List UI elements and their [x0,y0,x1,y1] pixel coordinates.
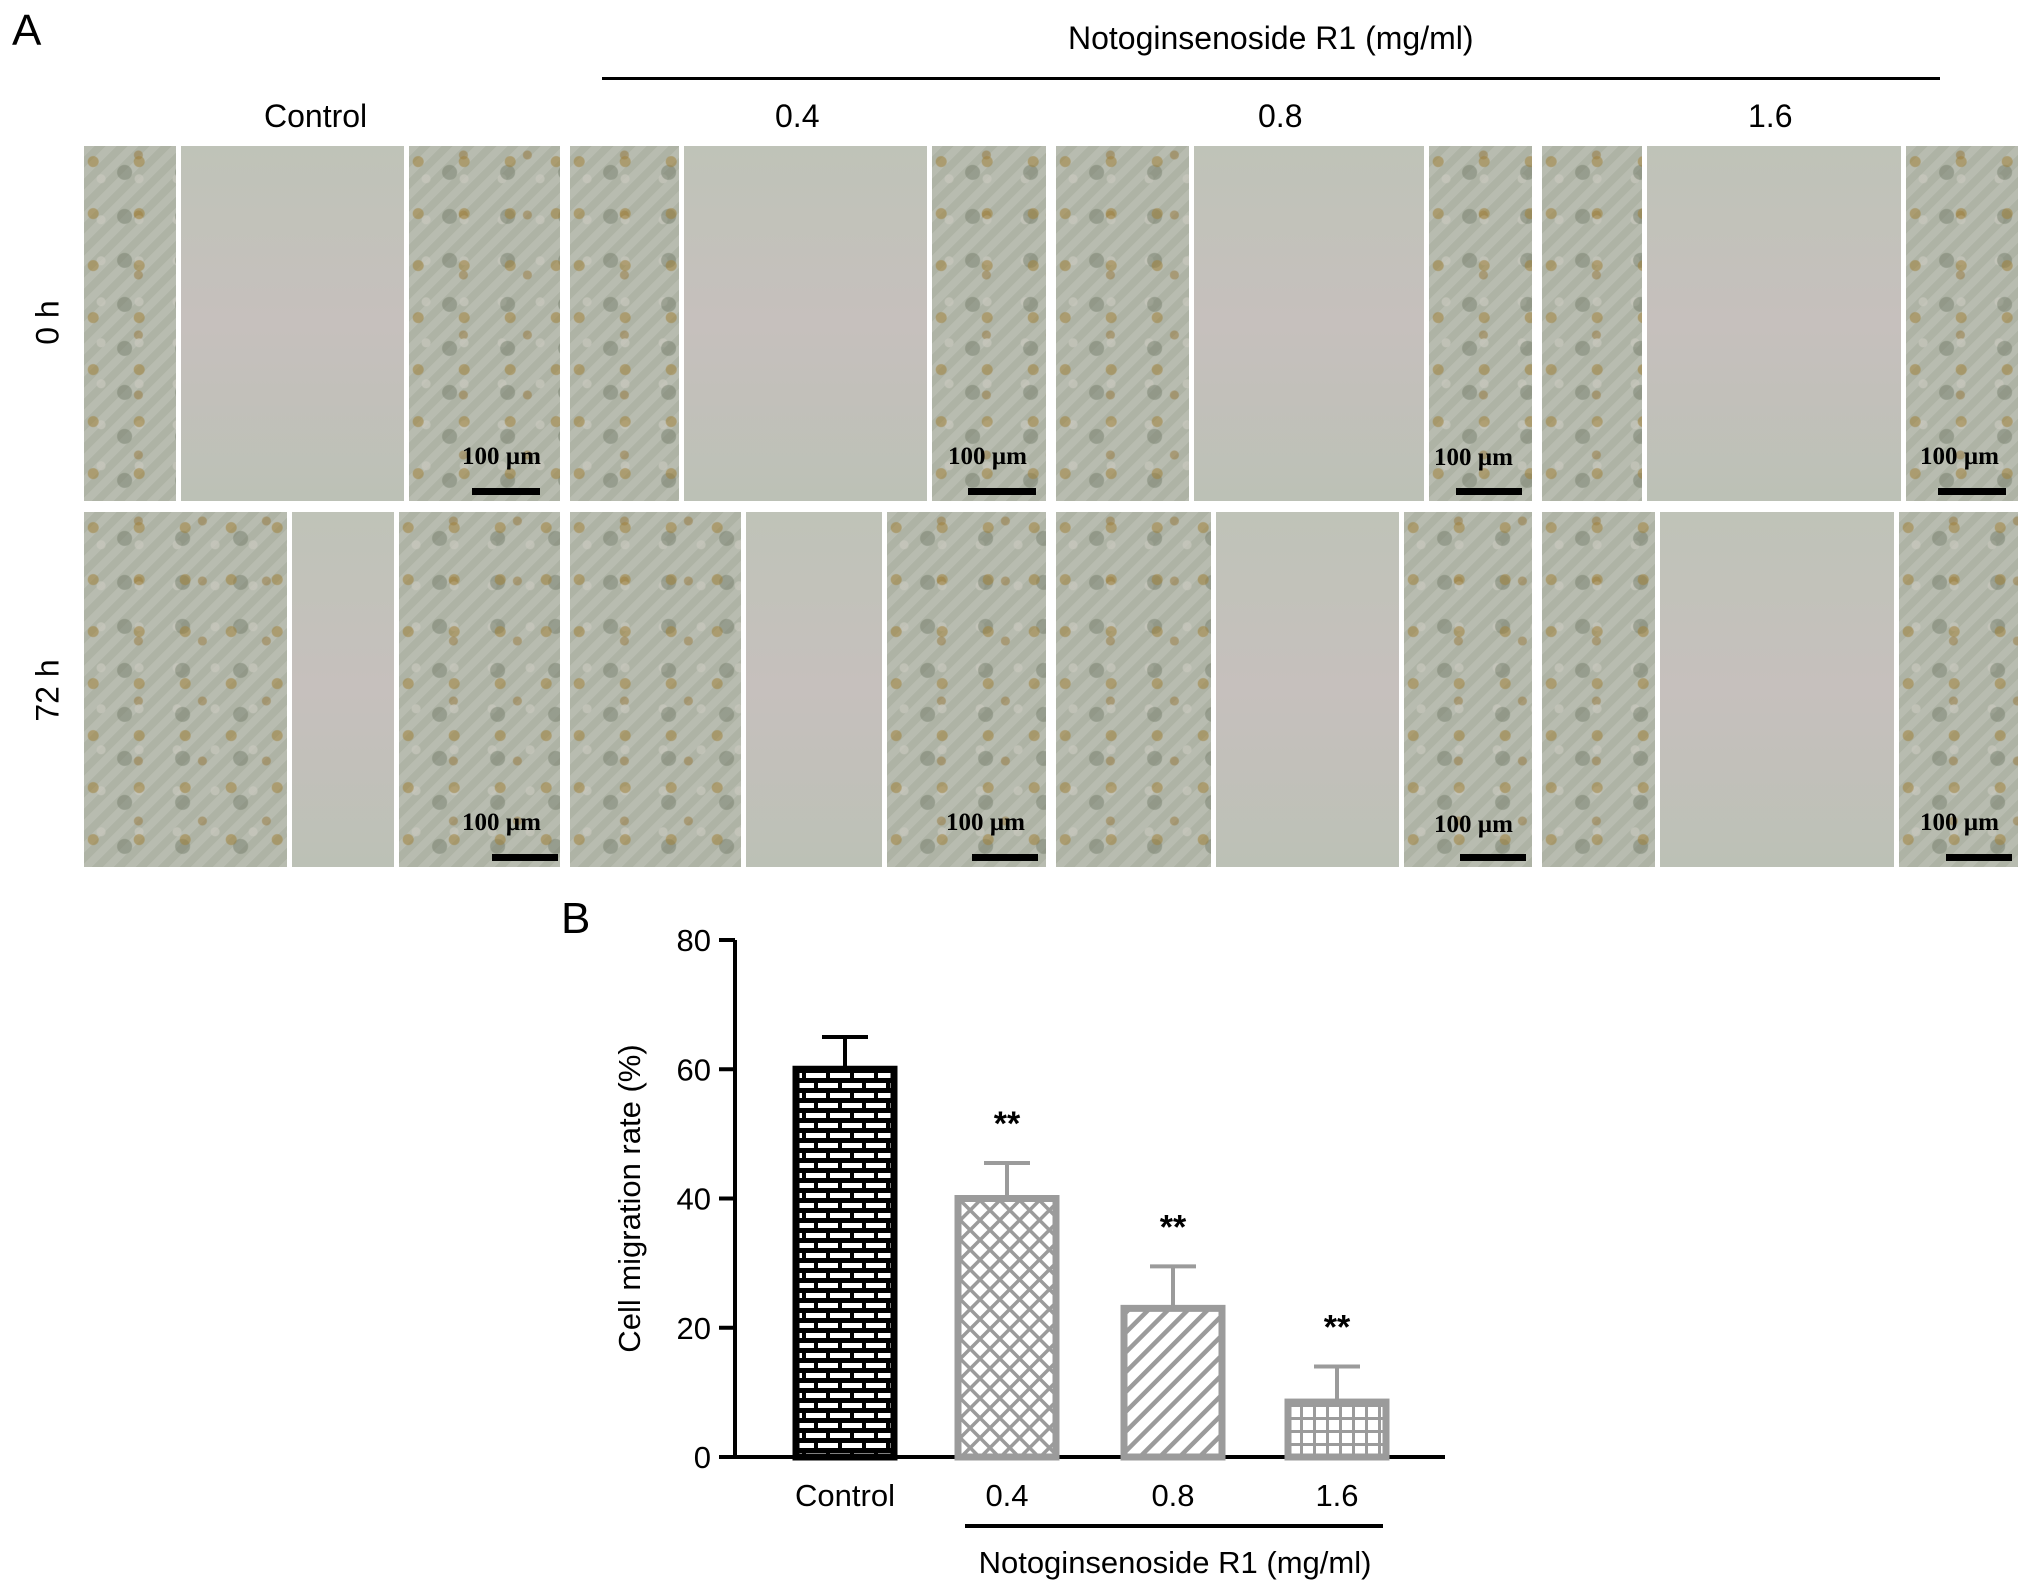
x-axis-label: Notoginsenoside R1 (mg/ml) [979,1545,1372,1580]
significance-marker: ** [994,1105,1021,1143]
panel-b-letter: B [561,894,591,943]
column-label-0.8: 0.8 [1258,98,1303,134]
micrograph-1.6-0h: 100 µm [1542,146,2018,501]
scale-bar [1938,488,2006,495]
column-label-0.4: 0.4 [775,98,820,134]
scale-bar-label: 100 µm [1434,444,1513,471]
y-axis-label: Cell migration rate (%) [612,1044,647,1352]
y-tick-label: 40 [677,1182,711,1217]
panel-a-letter: A [12,6,42,55]
significance-marker: ** [1160,1208,1187,1246]
bar [954,1195,1060,1461]
scale-bar-label: 100 µm [462,809,541,836]
scale-bar [968,488,1036,495]
scale-bar-label: 100 µm [462,443,541,470]
bar [1120,1304,1226,1461]
y-tick-label: 20 [677,1311,711,1346]
y-tick-label: 0 [694,1440,711,1475]
x-tick-label: 0.8 [1151,1478,1194,1513]
y-tick-label: 60 [677,1052,711,1087]
scale-bar-label: 100 µm [1920,809,1999,836]
scale-bar-label: 100 µm [1434,811,1513,838]
significance-marker: ** [1324,1309,1351,1347]
treatment-header-line [602,77,1940,80]
scale-bar-label: 100 µm [946,809,1025,836]
scale-bar [472,488,540,495]
bar [1284,1398,1390,1461]
micrograph-0.8-0h: 100 µm [1056,146,1532,501]
scale-bar-label: 100 µm [948,443,1027,470]
scale-bar [972,854,1038,861]
micrograph-1.6-72h: 100 µm [1542,512,2018,867]
scale-bar [1460,854,1526,861]
micrograph-0.4-0h: 100 µm [570,146,1046,501]
scale-bar [1946,854,2012,861]
scale-bar [492,854,558,861]
scale-bar-label: 100 µm [1920,443,1999,470]
column-label-1.6: 1.6 [1748,98,1793,134]
x-tick-label: Control [795,1478,895,1513]
scale-bar [1456,488,1522,495]
micrograph-0.8-72h: 100 µm [1056,512,1532,867]
micrograph-control-72h: 100 µm [84,512,560,867]
micrograph-control-0h: 100 µm [84,146,560,501]
bar [792,1065,898,1461]
micrograph-0.4-72h: 100 µm [570,512,1046,867]
treatment-header: Notoginsenoside R1 (mg/ml) [1068,20,1474,56]
y-tick-label: 80 [677,923,711,958]
x-tick-label: 1.6 [1315,1478,1358,1513]
x-tick-label: 0.4 [985,1478,1028,1513]
column-label-control: Control [264,98,368,134]
